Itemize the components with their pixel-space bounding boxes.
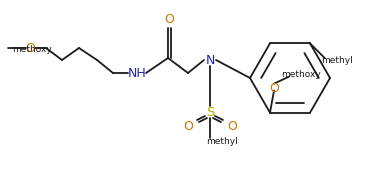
Text: methyl: methyl — [206, 137, 238, 146]
Text: O: O — [183, 120, 193, 134]
Text: methyl: methyl — [321, 56, 353, 65]
Text: N: N — [205, 54, 215, 67]
Text: O: O — [25, 42, 35, 54]
Text: methoxy: methoxy — [12, 45, 52, 54]
Text: O: O — [227, 120, 237, 134]
Text: S: S — [206, 105, 214, 118]
Text: NH: NH — [128, 67, 146, 79]
Text: O: O — [164, 13, 174, 25]
Text: methoxy: methoxy — [281, 70, 321, 79]
Text: O: O — [269, 82, 279, 95]
